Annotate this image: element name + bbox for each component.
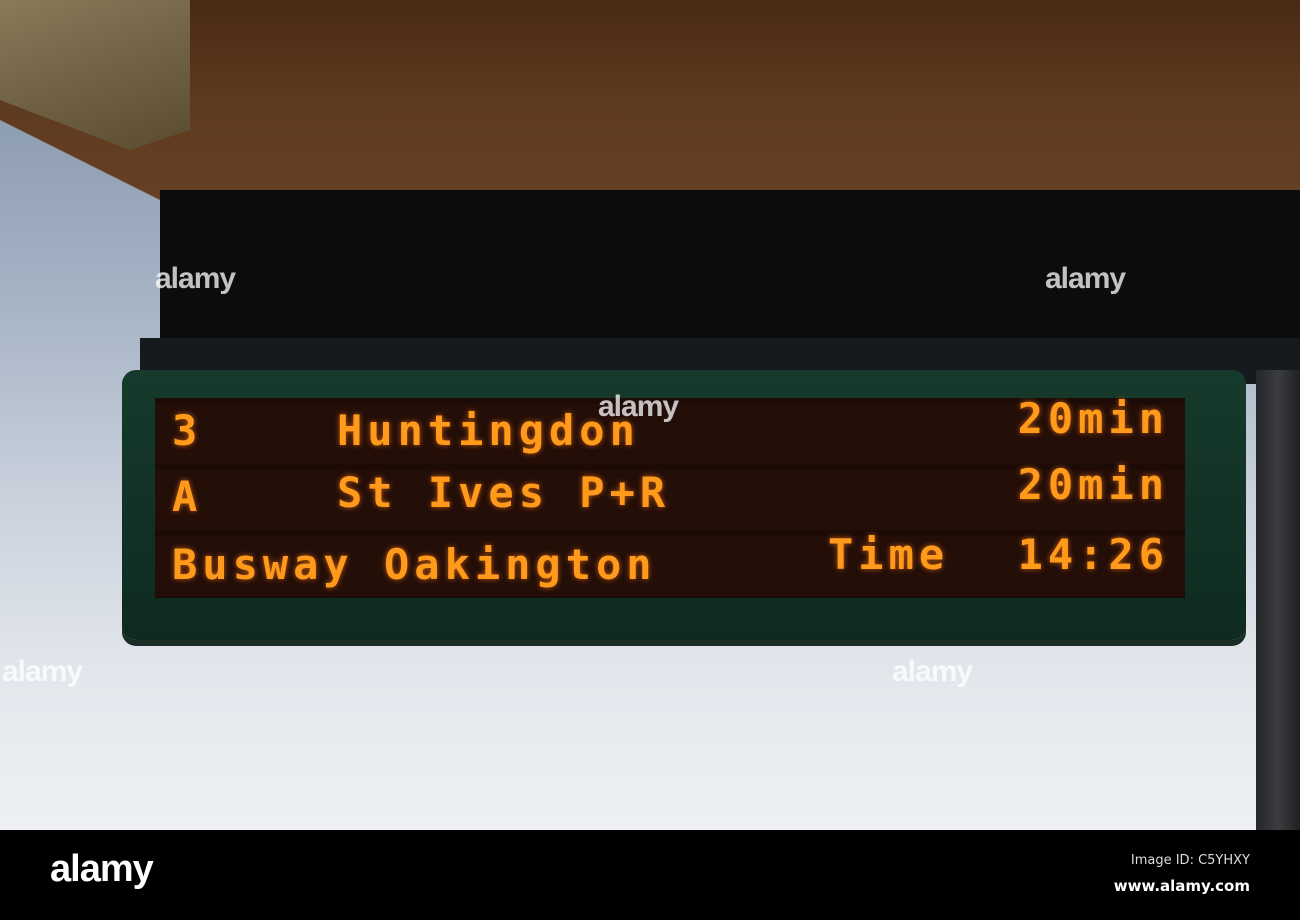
- row-bg: [155, 536, 1185, 596]
- photo: 3 Huntingdon 20min A St Ives P+R 20min B…: [0, 0, 1300, 830]
- destination: Huntingdon: [337, 406, 640, 455]
- stop-name: Busway Oakington: [172, 540, 657, 589]
- footer-bar: [0, 830, 1300, 920]
- watermark: alamy: [598, 390, 679, 423]
- watermark: alamy: [155, 262, 236, 295]
- image-id: Image ID: C5YHXY: [1130, 853, 1250, 868]
- clock: 14:26: [1017, 530, 1169, 579]
- led-screen: 3 Huntingdon 20min A St Ives P+R 20min B…: [155, 394, 1185, 598]
- destination: St Ives P+R: [337, 468, 671, 517]
- row-bg: [155, 404, 1185, 464]
- watermark: alamy: [892, 655, 973, 688]
- departure-time: 20min: [1017, 460, 1169, 509]
- watermark: alamy: [2, 655, 83, 688]
- route-number: 3: [172, 406, 203, 455]
- alamy-logo: alamy: [50, 848, 154, 890]
- departure-time: 20min: [1017, 394, 1169, 443]
- row-bg: [155, 470, 1185, 530]
- pole: [1256, 370, 1300, 830]
- clock-label: Time: [828, 530, 950, 579]
- site-url: www.alamy.com: [1113, 877, 1250, 895]
- route-number: A: [172, 472, 203, 521]
- watermark: alamy: [1045, 262, 1126, 295]
